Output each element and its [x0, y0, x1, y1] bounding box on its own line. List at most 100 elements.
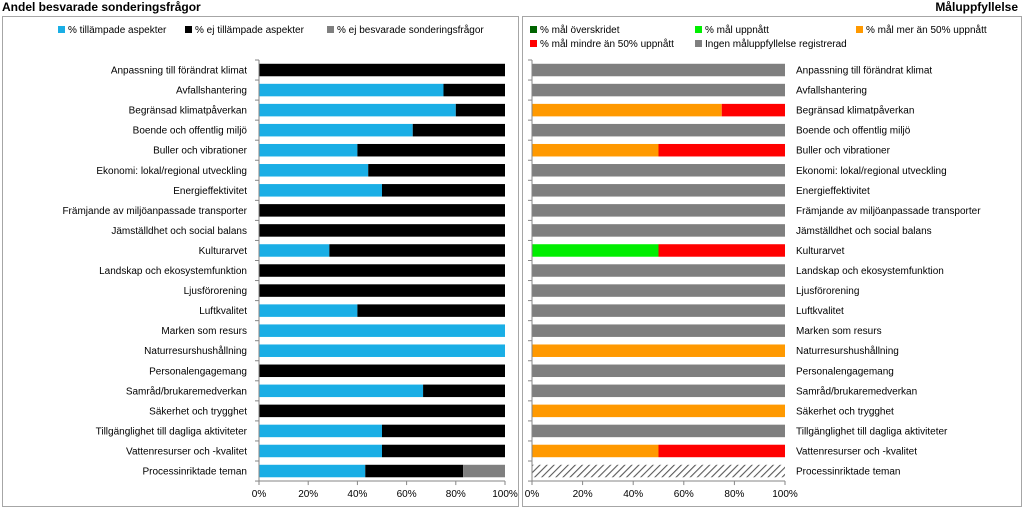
left-bar-till-mpade-aspekter-energieffektivitet — [259, 184, 382, 197]
left-bar-till-mpade-aspekter-avfallshantering — [259, 83, 444, 97]
right-bar-ingen-m-luppfyllelse-registrerad-j-mst-lldhet-och-social-balans — [532, 224, 785, 237]
left-bar-ej-till-mpade-aspekter-ekonomi-lokal-regional-utveckling — [368, 164, 505, 177]
left-bar-ej-till-mpade-aspekter-avfallshantering — [443, 83, 505, 97]
right-bar-hatched-processinriktade-teman — [532, 464, 785, 478]
legend-label-m-l-mer-n-50-uppn-tt: % mål mer än 50% uppnått — [866, 24, 987, 36]
left-category-label-landskap-och-ekosystemfunktion: Landskap och ekosystemfunktion — [99, 266, 247, 277]
right-category-label-begr-nsad-klimatp-verkan: Begränsad klimatpåverkan — [796, 105, 914, 117]
legend-swatch-m-l-verskridet — [530, 26, 537, 33]
left-category-label-anpassning-till-f-r-ndrat-klimat: Anpassning till förändrat klimat — [111, 66, 247, 77]
legend-swatch-ej-till-mpade-aspekter — [185, 26, 192, 33]
right-category-label-fr-mjande-av-milj-anpassade-transporter: Främjande av miljöanpassade transporter — [796, 206, 981, 217]
right-category-label-boende-och-offentlig-milj: Boende och offentlig miljö — [796, 126, 911, 137]
left-x-tick-label-4: 80% — [446, 489, 466, 500]
left-category-label-j-mst-lldhet-och-social-balans: Jämställdhet och social balans — [111, 226, 247, 237]
right-category-label-vattenresurser-och-kvalitet: Vattenresurser och -kvalitet — [796, 446, 917, 457]
right-chart-title: Måluppfyllelse — [935, 0, 1018, 14]
right-bar-m-l-mer-n-50-uppn-tt-vattenresurser-och-kvalitet — [532, 444, 659, 458]
right-category-label-samr-d-brukaremedverkan: Samråd/brukaremedverkan — [796, 385, 917, 397]
left-category-label-energieffektivitet: Energieffektivitet — [173, 186, 247, 197]
left-bar-ej-till-mpade-aspekter-kulturarvet — [329, 244, 505, 257]
right-category-label-avfallshantering: Avfallshantering — [796, 86, 867, 97]
right-bar-ingen-m-luppfyllelse-registrerad-avfallshantering — [532, 83, 785, 97]
right-bar-m-l-mindre-n-50-uppn-tt-begr-nsad-klimatp-verkan — [721, 103, 785, 117]
left-category-label-processinriktade-teman: Processinriktade teman — [143, 467, 248, 478]
right-category-label-ekonomi-lokal-regional-utveckling: Ekonomi: lokal/regional utveckling — [796, 166, 947, 177]
left-category-label-tillg-nglighet-till-dagliga-aktiviteter: Tillgänglighet till dagliga aktiviteter — [96, 426, 248, 437]
right-bar-ingen-m-luppfyllelse-registrerad-boende-och-offentlig-milj — [532, 123, 785, 137]
right-x-tick-label-4: 80% — [724, 489, 744, 500]
right-bar-ingen-m-luppfyllelse-registrerad-anpassning-till-f-r-ndrat-klimat — [532, 63, 785, 77]
right-x-tick-label-3: 60% — [674, 489, 694, 500]
left-category-label-personalengagemang: Personalengagemang — [149, 366, 247, 377]
legend-swatch-m-l-mindre-n-50-uppn-tt — [530, 40, 537, 47]
left-bar-till-mpade-aspekter-kulturarvet — [259, 244, 330, 257]
right-bar-ingen-m-luppfyllelse-registrerad-personalengagemang — [532, 364, 785, 378]
right-category-label-j-mst-lldhet-och-social-balans: Jämställdhet och social balans — [796, 226, 932, 237]
right-category-label-anpassning-till-f-r-ndrat-klimat: Anpassning till förändrat klimat — [796, 66, 932, 77]
legend-label-ingen-m-luppfyllelse-registrerad: Ingen måluppfyllelse registrerad — [705, 38, 847, 50]
legend-label-till-mpade-aspekter: % tillämpade aspekter — [68, 25, 167, 36]
left-bar-ej-till-mpade-aspekter-boende-och-offentlig-milj — [412, 123, 505, 137]
left-bar-till-mpade-aspekter-boende-och-offentlig-milj — [259, 123, 413, 137]
left-x-tick-label-5: 100% — [492, 489, 518, 500]
left-bar-till-mpade-aspekter-samr-d-brukaremedverkan — [259, 384, 424, 398]
legend-label-m-l-verskridet: % mål överskridet — [540, 24, 620, 36]
left-bar-ej-till-mpade-aspekter-samr-d-brukaremedverkan — [423, 384, 505, 398]
right-category-label-kulturarvet: Kulturarvet — [796, 246, 845, 257]
left-bar-ej-till-mpade-aspekter-tillg-nglighet-till-dagliga-aktiviteter — [382, 424, 505, 438]
right-bar-ingen-m-luppfyllelse-registrerad-ljusf-rorening — [532, 284, 785, 297]
left-bar-ej-till-mpade-aspekter-luftkvalitet — [357, 304, 505, 317]
left-bar-till-mpade-aspekter-ekonomi-lokal-regional-utveckling — [259, 164, 369, 177]
left-bar-till-mpade-aspekter-processinriktade-teman — [259, 464, 366, 478]
right-bar-ingen-m-luppfyllelse-registrerad-landskap-och-ekosystemfunktion — [532, 264, 785, 277]
left-x-tick-label-0: 0% — [252, 489, 267, 500]
left-category-label-avfallshantering: Avfallshantering — [176, 86, 247, 97]
right-bar-m-l-mer-n-50-uppn-tt-s-kerhet-och-trygghet — [532, 404, 785, 418]
left-x-tick-label-3: 60% — [397, 489, 417, 500]
left-bar-ej-till-mpade-aspekter-energieffektivitet — [382, 184, 505, 197]
left-bar-till-mpade-aspekter-begr-nsad-klimatp-verkan — [259, 103, 456, 117]
right-bar-ingen-m-luppfyllelse-registrerad-tillg-nglighet-till-dagliga-aktiviteter — [532, 424, 785, 438]
legend-swatch-ej-besvarade-sonderingsfr-gor — [327, 26, 334, 33]
right-category-label-tillg-nglighet-till-dagliga-aktiviteter: Tillgänglighet till dagliga aktiviteter — [796, 426, 948, 437]
left-bar-ej-till-mpade-aspekter-vattenresurser-och-kvalitet — [382, 444, 505, 458]
left-bar-ej-till-mpade-aspekter-buller-och-vibrationer — [357, 143, 505, 157]
left-bar-till-mpade-aspekter-tillg-nglighet-till-dagliga-aktiviteter — [259, 424, 382, 438]
left-category-label-buller-och-vibrationer: Buller och vibrationer — [153, 146, 248, 157]
left-bar-ej-till-mpade-aspekter-landskap-och-ekosystemfunktion — [259, 264, 505, 277]
left-category-label-kulturarvet: Kulturarvet — [199, 246, 248, 257]
left-chart-frame — [2, 16, 519, 507]
left-category-label-ekonomi-lokal-regional-utveckling: Ekonomi: lokal/regional utveckling — [96, 166, 247, 177]
right-x-tick-label-1: 20% — [573, 489, 593, 500]
legend-label-m-l-mindre-n-50-uppn-tt: % mål mindre än 50% uppnått — [540, 38, 674, 50]
legend-swatch-till-mpade-aspekter — [58, 26, 65, 33]
right-category-label-naturresurshush-llning: Naturresurshushållning — [796, 345, 899, 357]
left-bar-till-mpade-aspekter-naturresurshush-llning — [259, 344, 505, 357]
right-bar-ingen-m-luppfyllelse-registrerad-marken-som-resurs — [532, 324, 785, 337]
legend-label-ej-besvarade-sonderingsfr-gor: % ej besvarade sonderingsfrågor — [337, 24, 484, 36]
left-bar-ej-till-mpade-aspekter-fr-mjande-av-milj-anpassade-transporter — [259, 204, 505, 217]
right-bar-ingen-m-luppfyllelse-registrerad-fr-mjande-av-milj-anpassade-transporter — [532, 204, 785, 217]
left-category-label-ljusf-rorening: Ljusförorening — [184, 286, 247, 297]
right-category-label-processinriktade-teman: Processinriktade teman — [796, 467, 901, 478]
left-category-label-luftkvalitet: Luftkvalitet — [199, 306, 247, 317]
right-bar-ingen-m-luppfyllelse-registrerad-ekonomi-lokal-regional-utveckling — [532, 164, 785, 177]
right-category-label-personalengagemang: Personalengagemang — [796, 366, 894, 377]
left-bar-ej-besvarade-sonderingsfr-gor-processinriktade-teman — [463, 464, 505, 478]
right-bar-ingen-m-luppfyllelse-registrerad-luftkvalitet — [532, 304, 785, 317]
left-bar-ej-till-mpade-aspekter-begr-nsad-klimatp-verkan — [455, 103, 505, 117]
left-bar-ej-till-mpade-aspekter-personalengagemang — [259, 364, 505, 378]
right-bar-m-l-mindre-n-50-uppn-tt-buller-och-vibrationer — [658, 143, 785, 157]
right-category-label-buller-och-vibrationer: Buller och vibrationer — [796, 146, 891, 157]
right-bar-m-l-uppn-tt-kulturarvet — [532, 244, 659, 257]
right-category-label-ljusf-rorening: Ljusförorening — [796, 286, 859, 297]
right-bar-m-l-mindre-n-50-uppn-tt-kulturarvet — [658, 244, 785, 257]
left-x-tick-label-2: 40% — [347, 489, 367, 500]
left-category-label-vattenresurser-och-kvalitet: Vattenresurser och -kvalitet — [126, 446, 247, 457]
left-bar-ej-till-mpade-aspekter-anpassning-till-f-r-ndrat-klimat — [259, 63, 505, 77]
legend-swatch-m-l-uppn-tt — [695, 26, 702, 33]
right-category-label-energieffektivitet: Energieffektivitet — [796, 186, 870, 197]
legend-swatch-ingen-m-luppfyllelse-registrerad — [695, 40, 702, 47]
